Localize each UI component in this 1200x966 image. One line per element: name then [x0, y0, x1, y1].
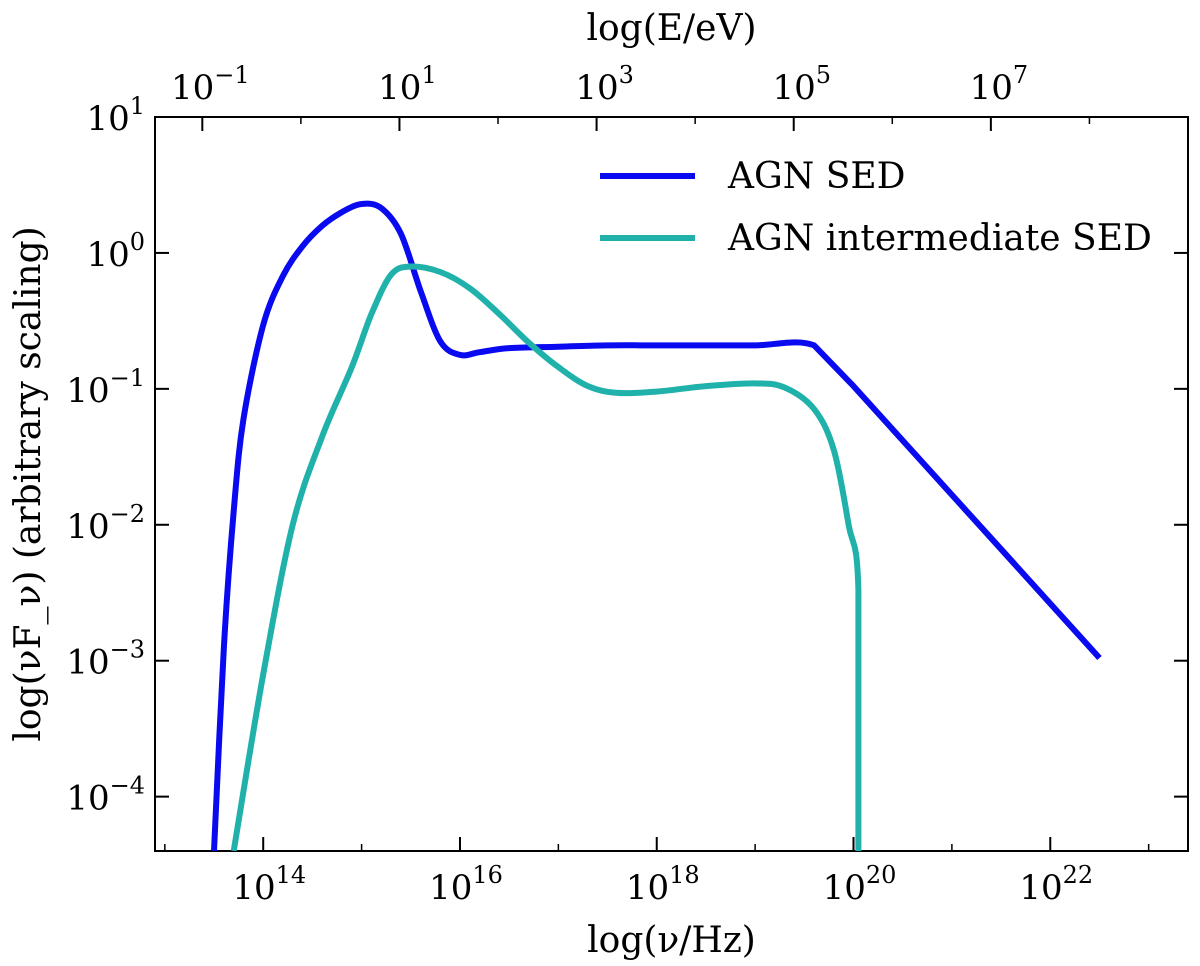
top-x-tick-label: 101 [378, 61, 437, 108]
x-tick-label: 1014 [232, 861, 306, 908]
x-tick-label: 1020 [823, 861, 897, 908]
axis-ticks [155, 116, 1189, 851]
top-x-tick-label: 105 [772, 61, 831, 108]
x-axis-title: log(ν/Hz) [587, 920, 756, 961]
y-tick-label: 10−4 [66, 772, 145, 819]
top-x-axis-title: log(E/eV) [586, 8, 756, 49]
y-tick-label: 100 [86, 228, 145, 275]
legend: AGN SED AGN intermediate SED [600, 156, 1152, 259]
y-tick-label: 10−3 [66, 636, 145, 683]
legend-label: AGN intermediate SED [727, 218, 1152, 259]
top-x-tick-label: 107 [970, 61, 1029, 108]
series-layer [211, 200, 1102, 851]
series-line-agn-intermediate-sed [230, 263, 862, 851]
y-axis-title: log(νF_ν) (arbitrary scaling) [8, 226, 49, 741]
legend-label: AGN SED [727, 156, 906, 197]
y-tick-label: 10−2 [66, 500, 145, 547]
series-line-agn-sed [211, 200, 1102, 851]
x-tick-label: 1022 [1019, 861, 1093, 908]
tick-labels: 1014 1016 1018 1020 1022 10−1 101 103 105 107 101 1… [66, 61, 1093, 908]
plot-frame [154, 116, 1189, 852]
y-tick-label: 10−1 [66, 364, 145, 411]
y-tick-label: 101 [86, 92, 145, 139]
x-tick-label: 1016 [429, 861, 503, 908]
x-tick-label: 1018 [626, 861, 700, 908]
top-x-tick-label: 10−1 [171, 61, 250, 108]
top-x-tick-label: 103 [575, 61, 634, 108]
